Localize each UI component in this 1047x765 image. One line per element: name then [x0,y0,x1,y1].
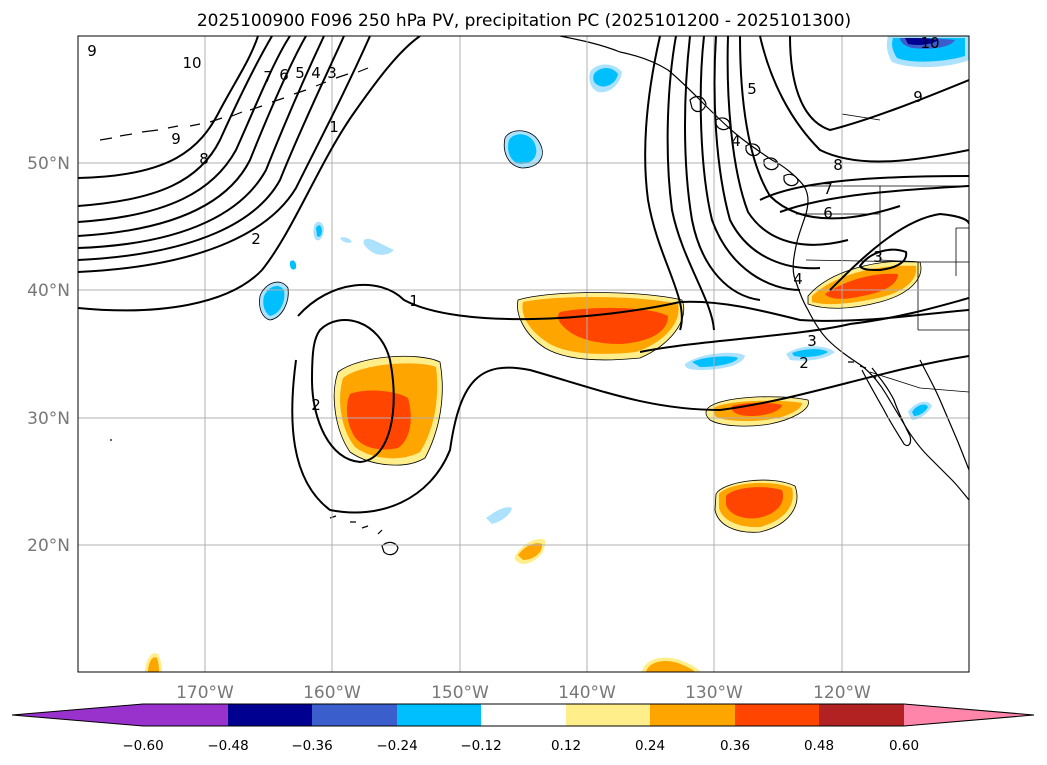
contour-label: 6 [279,66,289,84]
colorbar-bin [481,704,566,726]
precip-area-bottom-middle [646,661,694,672]
colorbar-bin [143,704,228,726]
contour-label: 4 [311,64,321,82]
lon-label: 170°W [176,683,234,703]
pv-contour-labels: 9 10 9 8 7 6 5 4 3 1 2 1 2 5 4 9 8 7 6 4… [87,34,939,414]
precip-neg-area [912,404,928,416]
colorbar-extend-high [904,704,1034,726]
colorbar-tick-label: 0.36 [720,738,750,754]
lon-label: 120°W [813,683,871,703]
latitude-labels: 50°N 40°N 30°N 20°N [27,154,70,556]
colorbar-tick-label: −0.12 [460,738,501,754]
contour-label: 3 [807,332,817,350]
contour-label: 9 [87,42,97,60]
lat-label: 20°N [27,536,70,556]
gulf-coast [919,359,969,471]
contour-label: 2 [311,396,321,414]
us-mexico-border [869,371,969,393]
contour-label: 7 [823,180,833,198]
pv-contours [78,36,969,533]
lon-label: 150°W [431,683,489,703]
pacific-northwest-coast [792,245,969,501]
contour-label: 2 [799,354,809,372]
coastlines [99,36,969,556]
precip-neg-area [905,38,938,45]
contour-label: 10 [182,54,201,72]
precip-neg-area [508,134,537,164]
precip-neg-area [363,238,394,255]
contour-label: 5 [747,80,757,98]
precip-area-23n [726,487,783,519]
map-content: 9 10 9 8 7 6 5 4 3 1 2 1 2 5 4 9 8 7 6 4… [78,34,969,672]
precip-neg-area [340,237,352,243]
precip-negative-areas [259,36,969,524]
precip-area-bottom-left [148,657,159,672]
colorbar-extend-low [12,704,143,726]
contour-label: 4 [731,132,741,150]
figure-title: 2025100900 F096 250 hPa PV, precipitatio… [197,11,851,31]
colorbar-bin [397,704,481,726]
precip-neg-area [486,507,512,524]
contour-label: 9 [171,130,181,148]
contour-label: 3 [327,64,337,82]
precip-neg-area [593,68,618,87]
contour-label: 2 [251,230,261,248]
colorbar-bin [228,704,312,726]
precip-neg-area [792,349,828,357]
precip-area-central-pacific [346,390,411,450]
hawaii-islands [329,515,399,556]
contour-label: 10 [920,34,939,52]
alaska-coast [559,36,809,247]
lon-label: 130°W [685,683,743,703]
colorbar-tick-label: 0.60 [889,738,919,754]
baja-california [861,367,912,447]
contour-label: 8 [833,156,843,174]
precip-area-small-subtropics [518,543,543,560]
colorbar-tick-label: −0.48 [207,738,248,754]
colorbar-bin [735,704,819,726]
contour-label: 1 [409,292,419,310]
lon-label: 160°W [303,683,361,703]
contour-label: 5 [295,64,305,82]
longitude-labels: 170°W 160°W 150°W 140°W 130°W 120°W [176,683,871,703]
contour-label: 7 [263,68,273,86]
colorbar: −0.60 −0.48 −0.36 −0.24 −0.12 0.12 0.24 … [11,703,1035,754]
colorbar-tick-label: −0.60 [122,738,163,754]
lat-label: 40°N [27,281,70,301]
colorbar-bin [566,704,650,726]
colorbar-bin [819,704,904,726]
precip-area-california [825,273,898,299]
lat-label: 50°N [27,154,70,174]
colorbar-outline [11,703,1035,727]
precip-neg-area [692,356,738,367]
contour-label: 8 [199,150,209,168]
contour-label: 4 [793,270,803,288]
colorbar-tick-label: 0.24 [635,738,665,754]
precip-positive-areas [145,261,921,672]
contour-label: 6 [823,204,833,222]
contour-label: 9 [913,88,923,106]
colorbar-bin [650,704,735,726]
lat-label: 30°N [27,409,70,429]
colorbar-bin [312,704,397,726]
precip-neg-area [263,285,285,316]
colorbar-tick-label: −0.24 [376,738,417,754]
precip-neg-area [289,260,297,270]
map-frame [77,35,970,673]
contour-label: 3 [873,248,883,266]
colorbar-tick-label: 0.12 [551,738,581,754]
colorbar-ticks: −0.60 −0.48 −0.36 −0.24 −0.12 0.12 0.24 … [122,738,919,754]
precip-neg-area [316,225,322,237]
lon-label: 140°W [558,683,616,703]
colorbar-tick-label: 0.48 [804,738,834,754]
colorbar-tick-label: −0.36 [291,738,332,754]
contour-label: 1 [329,118,339,136]
